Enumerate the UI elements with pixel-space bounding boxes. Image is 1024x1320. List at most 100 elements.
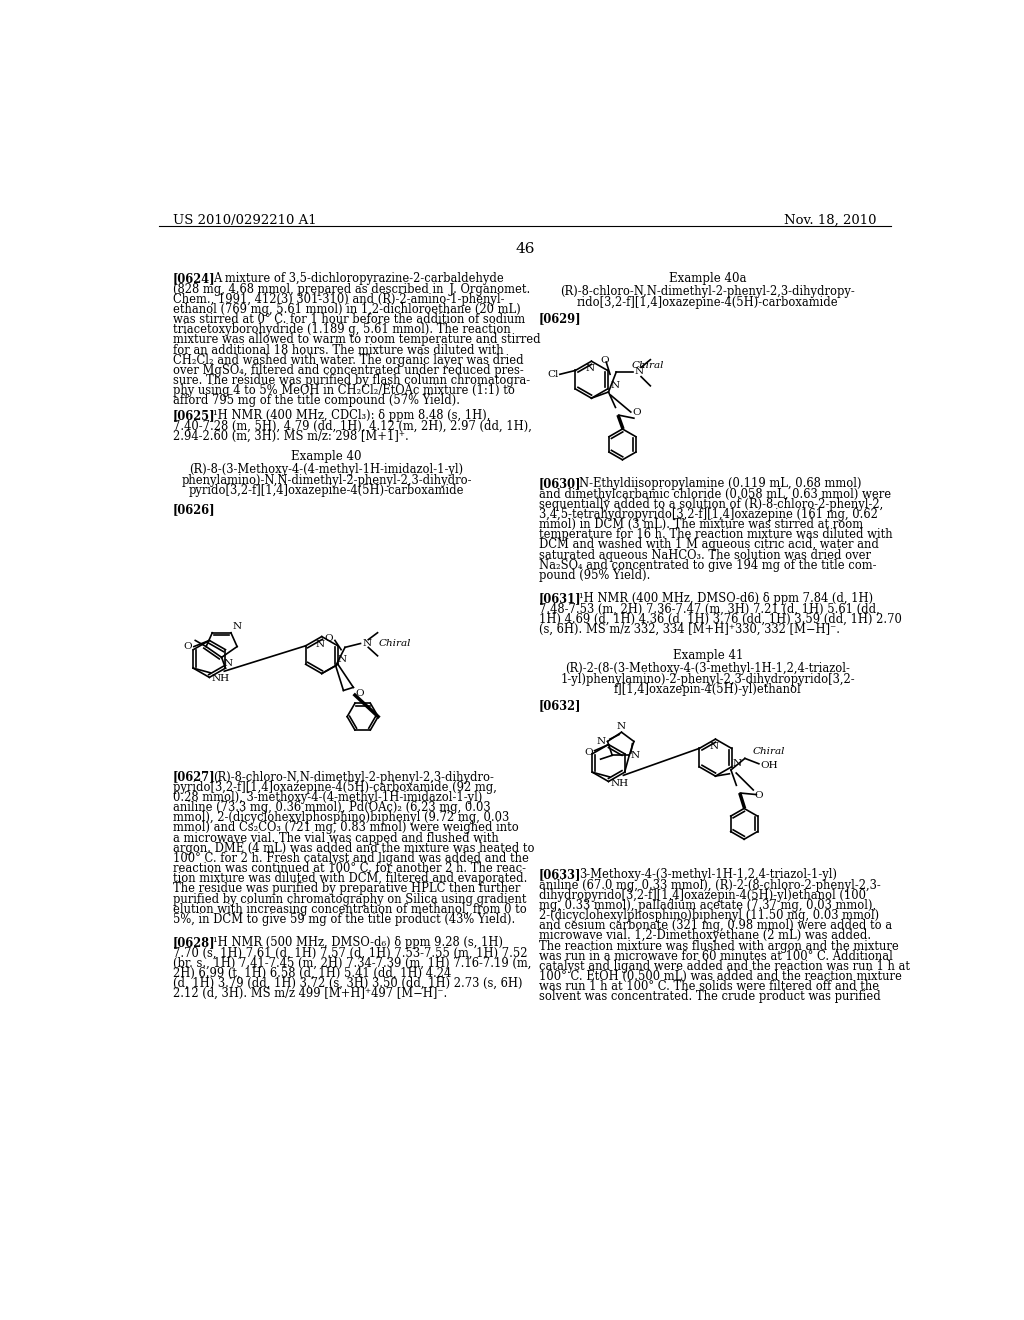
Text: for an additional 18 hours. The mixture was diluted with: for an additional 18 hours. The mixture … xyxy=(173,343,504,356)
Text: Chiral: Chiral xyxy=(632,362,665,370)
Text: aniline (67.0 mg, 0.33 mmol), (R)-2-(8-chloro-2-phenyl-2,3-: aniline (67.0 mg, 0.33 mmol), (R)-2-(8-c… xyxy=(539,879,881,891)
Text: N: N xyxy=(223,659,232,668)
Text: A mixture of 3,5-dichloropyrazine-2-carbaldehyde: A mixture of 3,5-dichloropyrazine-2-carb… xyxy=(213,272,504,285)
Text: mixture was allowed to warm to room temperature and stirred: mixture was allowed to warm to room temp… xyxy=(173,334,541,346)
Text: N: N xyxy=(586,364,595,374)
Text: Example 40: Example 40 xyxy=(291,450,361,463)
Text: purified by column chromatography on Silica using gradient: purified by column chromatography on Sil… xyxy=(173,892,526,906)
Text: N: N xyxy=(362,639,371,648)
Text: 3-Methoxy-4-(3-methyl-1H-1,2,4-triazol-1-yl): 3-Methoxy-4-(3-methyl-1H-1,2,4-triazol-1… xyxy=(579,869,837,882)
Text: 7.40-7.28 (m, 5H), 4.79 (dd, 1H), 4.12 (m, 2H), 2.97 (dd, 1H),: 7.40-7.28 (m, 5H), 4.79 (dd, 1H), 4.12 (… xyxy=(173,420,531,432)
Text: Cl: Cl xyxy=(547,370,558,379)
Text: N: N xyxy=(631,751,640,760)
Text: O: O xyxy=(585,747,593,756)
Text: phy using 4 to 5% MeOH in CH₂Cl₂/EtOAc mixture (1:1) to: phy using 4 to 5% MeOH in CH₂Cl₂/EtOAc m… xyxy=(173,384,515,397)
Text: [0625]: [0625] xyxy=(173,409,216,422)
Text: 2.12 (d, 3H). MS m/z 499 [M+H]⁺497 [M−H]⁻.: 2.12 (d, 3H). MS m/z 499 [M+H]⁺497 [M−H]… xyxy=(173,987,447,1001)
Text: 5%, in DCM to give 59 mg of the title product (43% Yield).: 5%, in DCM to give 59 mg of the title pr… xyxy=(173,913,515,925)
Text: f][1,4]oxazepin-4(5H)-yl)ethanol: f][1,4]oxazepin-4(5H)-yl)ethanol xyxy=(613,682,802,696)
Text: [0631]: [0631] xyxy=(539,593,582,606)
Text: (s, 6H). MS m/z 332, 334 [M+H]⁺330, 332 [M−H]⁻.: (s, 6H). MS m/z 332, 334 [M+H]⁺330, 332 … xyxy=(539,623,840,636)
Text: sequentially added to a solution of (R)-8-chloro-2-phenyl-2,: sequentially added to a solution of (R)-… xyxy=(539,498,883,511)
Text: O: O xyxy=(325,634,334,643)
Text: N: N xyxy=(597,737,606,746)
Text: N: N xyxy=(616,722,626,731)
Text: and cesium carbonate (321 mg, 0.98 mmol) were added to a: and cesium carbonate (321 mg, 0.98 mmol)… xyxy=(539,919,892,932)
Text: Chem., 1991, 412(3) 301-310) and (R)-2-amino-1-phenyl-: Chem., 1991, 412(3) 301-310) and (R)-2-a… xyxy=(173,293,505,306)
Text: ¹H NMR (400 MHz, DMSO-d6) δ ppm 7.84 (d, 1H): ¹H NMR (400 MHz, DMSO-d6) δ ppm 7.84 (d,… xyxy=(579,593,873,606)
Text: mg, 0.33 mmol), palladium acetate (7.37 mg, 0.03 mmol),: mg, 0.33 mmol), palladium acetate (7.37 … xyxy=(539,899,876,912)
Text: N: N xyxy=(635,367,644,376)
Text: dihydropyrido[3,2-f][1,4]oxazepin-4(5H)-yl)ethanol (100: dihydropyrido[3,2-f][1,4]oxazepin-4(5H)-… xyxy=(539,888,865,902)
Text: 2H) 6.99 (t, 1H) 6.58 (d, 1H) 5.41 (dd, 1H) 4.24: 2H) 6.99 (t, 1H) 6.58 (d, 1H) 5.41 (dd, … xyxy=(173,966,452,979)
Text: was run in a microwave for 60 minutes at 100° C. Additional: was run in a microwave for 60 minutes at… xyxy=(539,950,893,962)
Text: sure. The residue was purified by flash column chromatogra-: sure. The residue was purified by flash … xyxy=(173,374,530,387)
Text: (br. s., 1H) 7.41-7.45 (m, 2H) 7.34-7.39 (m, 1H) 7.16-7.19 (m,: (br. s., 1H) 7.41-7.45 (m, 2H) 7.34-7.39… xyxy=(173,957,531,970)
Text: O: O xyxy=(755,792,764,800)
Text: elution with increasing concentration of methanol, from 0 to: elution with increasing concentration of… xyxy=(173,903,526,916)
Text: ¹H NMR (500 MHz, DMSO-d₆) δ ppm 9.28 (s, 1H): ¹H NMR (500 MHz, DMSO-d₆) δ ppm 9.28 (s,… xyxy=(213,936,503,949)
Text: [0626]: [0626] xyxy=(173,503,216,516)
Text: microwave vial. 1,2-Dimethoxyethane (2 mL) was added.: microwave vial. 1,2-Dimethoxyethane (2 m… xyxy=(539,929,870,942)
Text: O: O xyxy=(355,689,364,698)
Text: mmol), 2-(dicyclohexylphosphino)biphenyl (9.72 mg, 0.03: mmol), 2-(dicyclohexylphosphino)biphenyl… xyxy=(173,812,509,824)
Text: OH: OH xyxy=(761,760,778,770)
Text: Example 40a: Example 40a xyxy=(669,272,746,285)
Text: O: O xyxy=(600,356,609,364)
Text: rido[3,2-f][1,4]oxazepine-4(5H)-carboxamide: rido[3,2-f][1,4]oxazepine-4(5H)-carboxam… xyxy=(577,296,839,309)
Text: and dimethylcarbamic chloride (0.058 mL, 0.63 mmol) were: and dimethylcarbamic chloride (0.058 mL,… xyxy=(539,487,891,500)
Text: N: N xyxy=(315,640,325,648)
Text: reaction was continued at 100° C. for another 2 h. The reac-: reaction was continued at 100° C. for an… xyxy=(173,862,526,875)
Text: The residue was purified by preparative HPLC then further: The residue was purified by preparative … xyxy=(173,882,520,895)
Text: (R)-8-(3-Methoxy-4-(4-methyl-1H-imidazol-1-yl): (R)-8-(3-Methoxy-4-(4-methyl-1H-imidazol… xyxy=(189,463,464,477)
Text: Na₂SO₄ and concentrated to give 194 mg of the title com-: Na₂SO₄ and concentrated to give 194 mg o… xyxy=(539,558,877,572)
Text: (R)-8-chloro-N,N-dimethyl-2-phenyl-2,3-dihydro-: (R)-8-chloro-N,N-dimethyl-2-phenyl-2,3-d… xyxy=(213,771,495,784)
Text: over MgSO₄, filtered and concentrated under reduced pres-: over MgSO₄, filtered and concentrated un… xyxy=(173,364,523,376)
Text: 7.70 (s, 1H) 7.61 (d, 1H) 7.57 (d, 1H) 7.53-7.55 (m, 1H) 7.52: 7.70 (s, 1H) 7.61 (d, 1H) 7.57 (d, 1H) 7… xyxy=(173,946,527,960)
Text: N: N xyxy=(732,759,741,768)
Text: 1H) 4.69 (d, 1H) 4.36 (d, 1H) 3.76 (dd, 1H) 3.59 (dd, 1H) 2.70: 1H) 4.69 (d, 1H) 4.36 (d, 1H) 3.76 (dd, … xyxy=(539,612,901,626)
Text: tion mixture was diluted with DCM, filtered and evaporated.: tion mixture was diluted with DCM, filte… xyxy=(173,873,527,886)
Text: triacetoxyborohydride (1.189 g, 5.61 mmol). The reaction: triacetoxyborohydride (1.189 g, 5.61 mmo… xyxy=(173,323,511,337)
Text: [0630]: [0630] xyxy=(539,478,582,491)
Text: 1-yl)phenylamino)-2-phenyl-2,3-dihydropyrido[3,2-: 1-yl)phenylamino)-2-phenyl-2,3-dihydropy… xyxy=(560,673,855,685)
Text: catalyst and ligand were added and the reaction was run 1 h at: catalyst and ligand were added and the r… xyxy=(539,960,909,973)
Text: Nov. 18, 2010: Nov. 18, 2010 xyxy=(784,214,877,227)
Text: aniline (73.3 mg, 0.36 mmol), Pd(OAc)₂ (6.23 mg, 0.03: aniline (73.3 mg, 0.36 mmol), Pd(OAc)₂ (… xyxy=(173,801,490,814)
Text: O: O xyxy=(183,642,191,651)
Text: pyrido[3,2-f][1,4]oxazepine-4(5H)-carboxamide (92 mg,: pyrido[3,2-f][1,4]oxazepine-4(5H)-carbox… xyxy=(173,780,497,793)
Text: [0627]: [0627] xyxy=(173,771,216,784)
Text: 100° C. for 2 h. Fresh catalyst and ligand was added and the: 100° C. for 2 h. Fresh catalyst and liga… xyxy=(173,851,528,865)
Text: mmol) in DCM (3 mL). The mixture was stirred at room: mmol) in DCM (3 mL). The mixture was sti… xyxy=(539,519,863,531)
Text: Example 41: Example 41 xyxy=(673,649,742,663)
Text: US 2010/0292210 A1: US 2010/0292210 A1 xyxy=(173,214,316,227)
Text: mmol) and Cs₂CO₃ (721 mg, 0.83 mmol) were weighed into: mmol) and Cs₂CO₃ (721 mg, 0.83 mmol) wer… xyxy=(173,821,519,834)
Text: CH₂Cl₂ and washed with water. The organic layer was dried: CH₂Cl₂ and washed with water. The organi… xyxy=(173,354,523,367)
Text: [0629]: [0629] xyxy=(539,312,582,325)
Text: a microwave vial. The vial was capped and flushed with: a microwave vial. The vial was capped an… xyxy=(173,832,499,845)
Text: [0632]: [0632] xyxy=(539,700,582,711)
Text: O: O xyxy=(633,408,641,417)
Text: [0628]: [0628] xyxy=(173,936,216,949)
Text: (R)-2-(8-(3-Methoxy-4-(3-methyl-1H-1,2,4-triazol-: (R)-2-(8-(3-Methoxy-4-(3-methyl-1H-1,2,4… xyxy=(565,663,850,676)
Text: 46: 46 xyxy=(515,242,535,256)
Text: N-Ethyldiisopropylamine (0.119 mL, 0.68 mmol): N-Ethyldiisopropylamine (0.119 mL, 0.68 … xyxy=(579,478,861,491)
Text: pyrido[3,2-f][1,4]oxazepine-4(5H)-carboxamide: pyrido[3,2-f][1,4]oxazepine-4(5H)-carbox… xyxy=(188,484,464,496)
Text: (R)-8-chloro-N,N-dimethyl-2-phenyl-2,3-dihydropy-: (R)-8-chloro-N,N-dimethyl-2-phenyl-2,3-d… xyxy=(560,285,855,298)
Text: N: N xyxy=(610,381,620,391)
Text: ethanol (769 mg, 5.61 mmol) in 1,2-dichloroethane (20 mL): ethanol (769 mg, 5.61 mmol) in 1,2-dichl… xyxy=(173,302,520,315)
Text: temperature for 16 h. The reaction mixture was diluted with: temperature for 16 h. The reaction mixtu… xyxy=(539,528,892,541)
Text: N: N xyxy=(232,622,242,631)
Text: N: N xyxy=(337,655,346,664)
Text: NH: NH xyxy=(212,675,230,684)
Text: 100° C. EtOH (0.500 mL) was added and the reaction mixture: 100° C. EtOH (0.500 mL) was added and th… xyxy=(539,970,901,983)
Text: (d, 1H) 3.79 (dd, 1H) 3.72 (s, 3H) 3.50 (dd, 1H) 2.73 (s, 6H): (d, 1H) 3.79 (dd, 1H) 3.72 (s, 3H) 3.50 … xyxy=(173,977,522,990)
Text: DCM and washed with 1 M aqueous citric acid, water and: DCM and washed with 1 M aqueous citric a… xyxy=(539,539,879,552)
Text: ¹H NMR (400 MHz, CDCl₃): δ ppm 8.48 (s, 1H),: ¹H NMR (400 MHz, CDCl₃): δ ppm 8.48 (s, … xyxy=(213,409,490,422)
Text: Chiral: Chiral xyxy=(378,639,411,648)
Text: 3,4,5-tetrahydropyrido[3,2-f][1,4]oxazepine (161 mg, 0.62: 3,4,5-tetrahydropyrido[3,2-f][1,4]oxazep… xyxy=(539,508,878,521)
Text: phenylamino)-N,N-dimethyl-2-phenyl-2,3-dihydro-: phenylamino)-N,N-dimethyl-2-phenyl-2,3-d… xyxy=(181,474,472,487)
Text: [0624]: [0624] xyxy=(173,272,216,285)
Text: (828 mg, 4.68 mmol, prepared as described in  J. Organomet.: (828 mg, 4.68 mmol, prepared as describe… xyxy=(173,282,530,296)
Text: was run 1 h at 100° C. The solids were filtered off and the: was run 1 h at 100° C. The solids were f… xyxy=(539,981,879,993)
